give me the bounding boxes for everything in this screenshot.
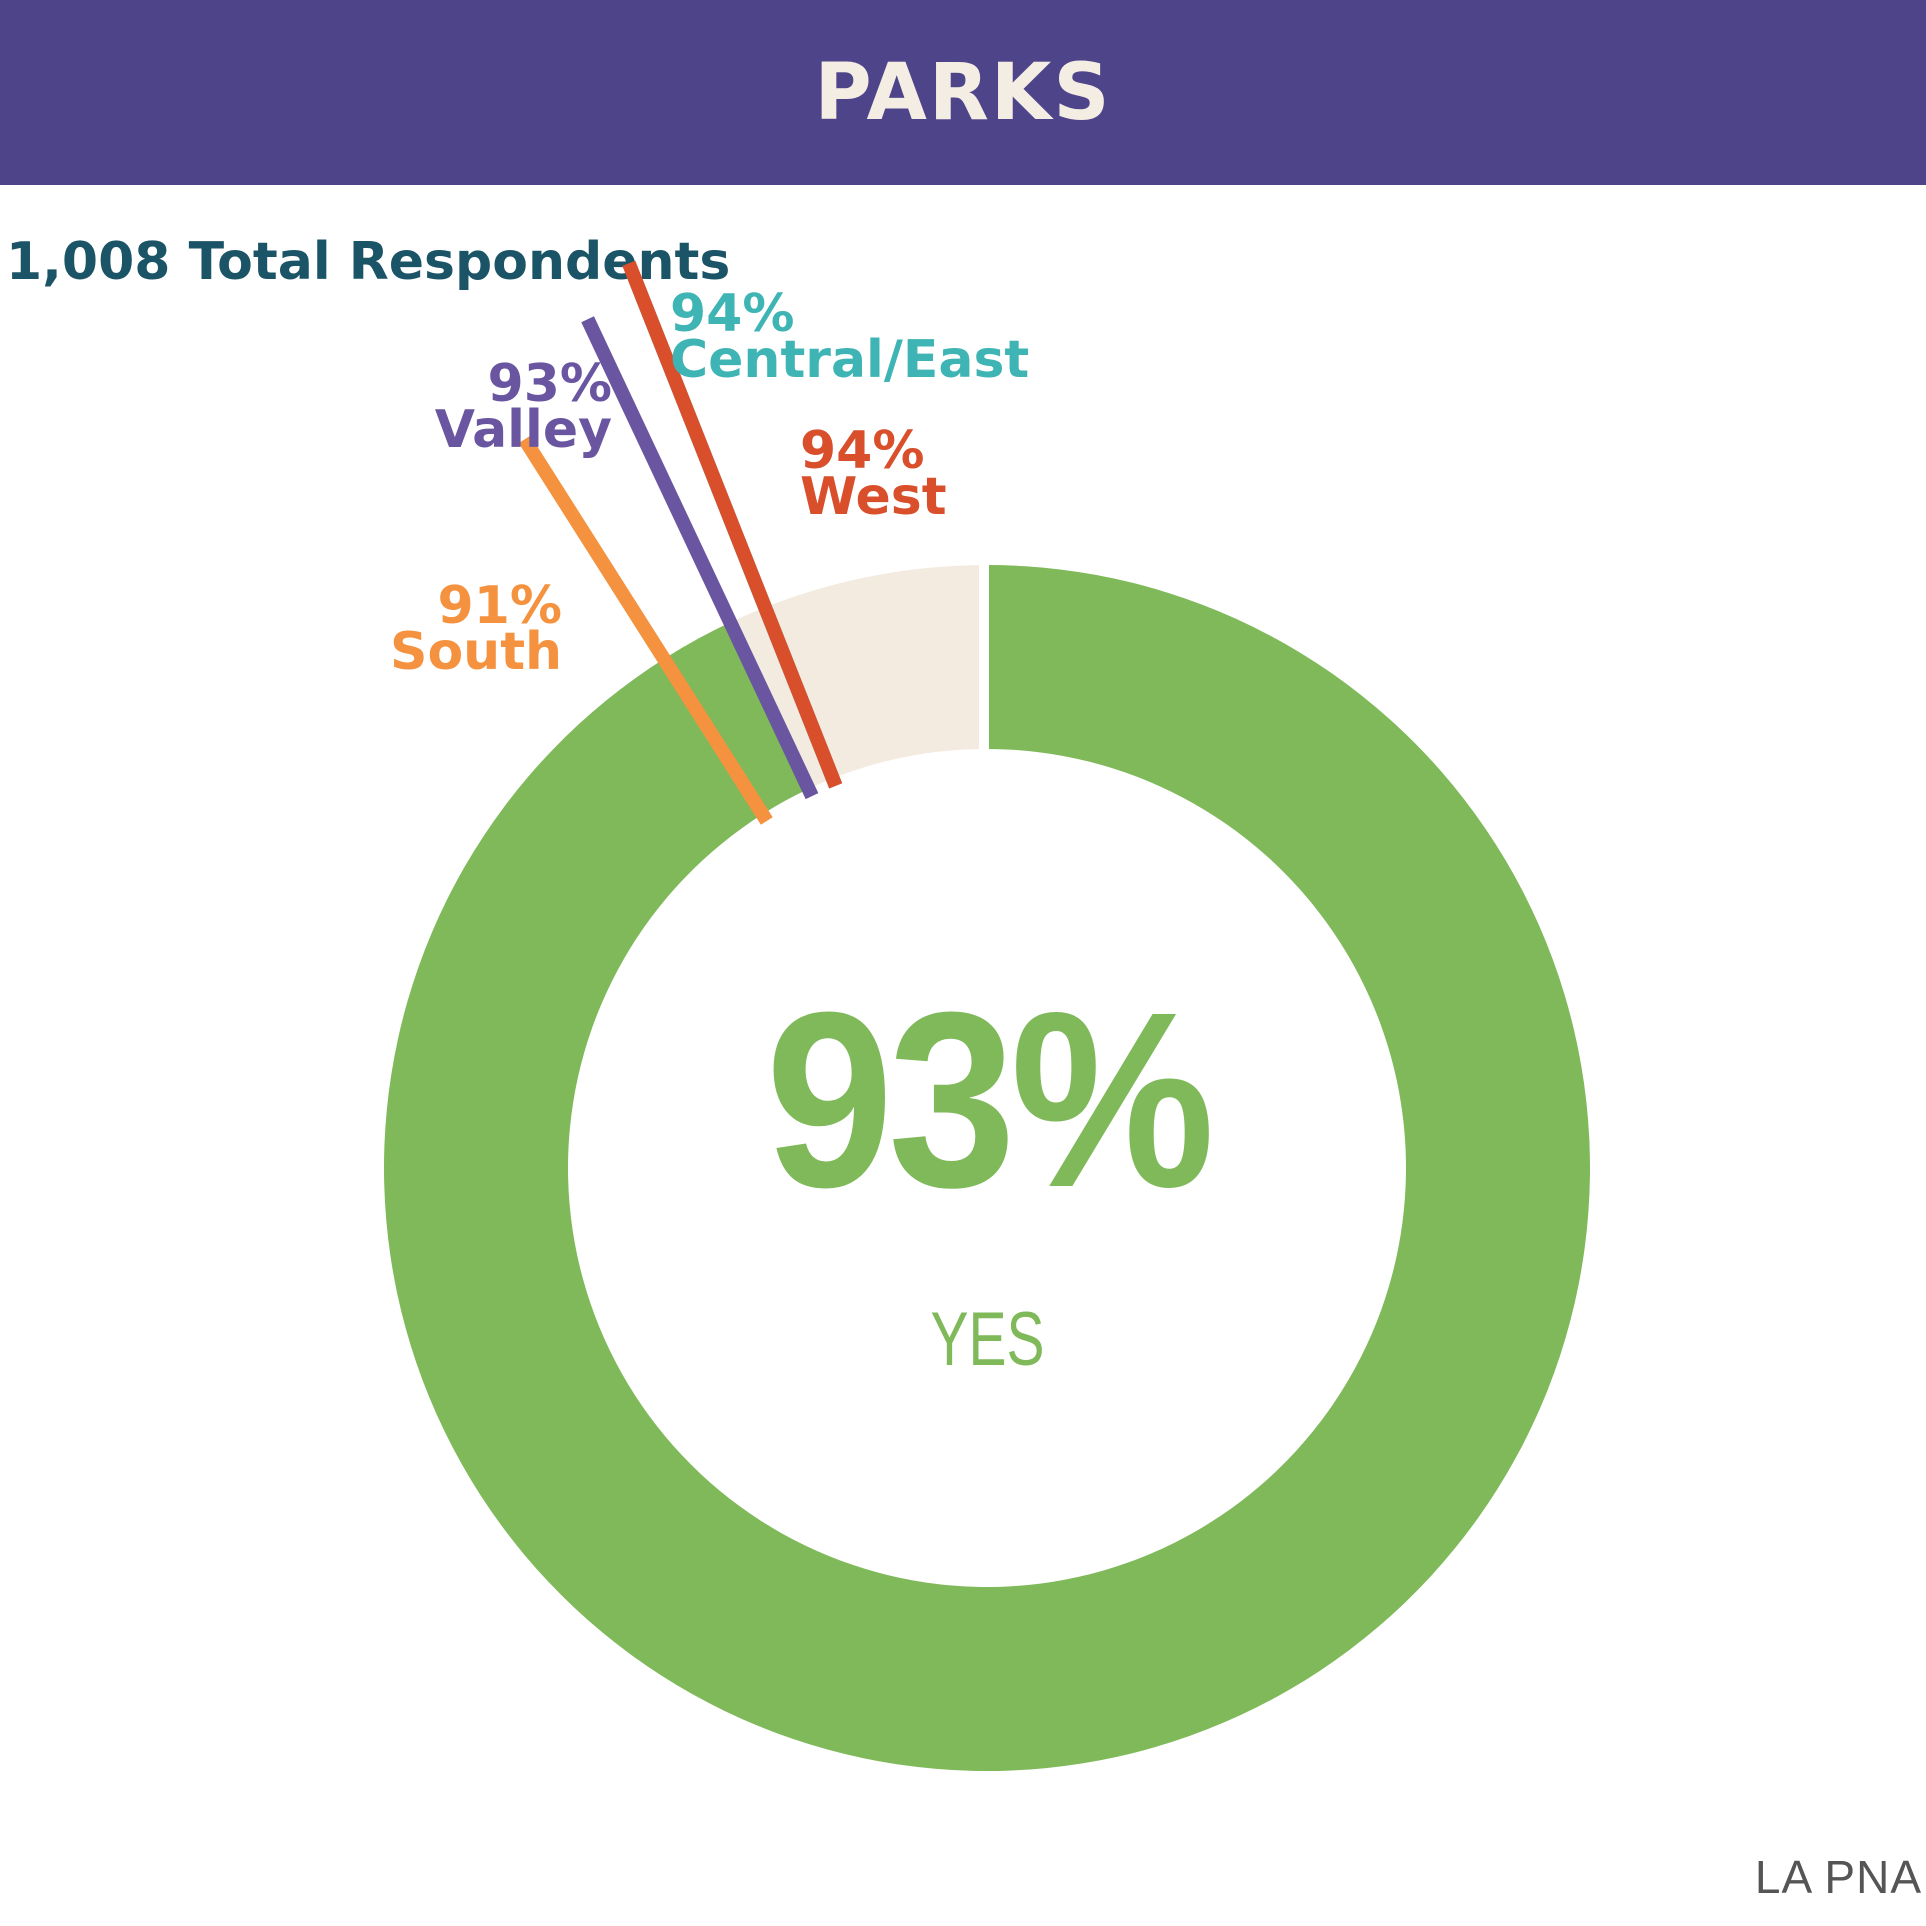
- marker-south: [518, 435, 773, 825]
- title-banner: PARKS: [0, 0, 1926, 185]
- marker-west: [622, 260, 843, 789]
- region-pct-west: 94%: [800, 421, 925, 481]
- respondents-count: 1,008 Total Respondents: [6, 232, 731, 292]
- donut-slice-yes: [383, 565, 1591, 1771]
- region-label-central-east: 94% Central/East: [670, 288, 1029, 386]
- region-name-south: South: [390, 622, 563, 682]
- region-pct-south: 91%: [437, 576, 562, 636]
- region-label-valley: 93% Valley: [432, 358, 612, 456]
- chart-title: PARKS: [814, 47, 1112, 138]
- center-value: 93%: [765, 960, 1215, 1239]
- donut-slices: [383, 561, 1591, 1771]
- region-pct-central-east: 94%: [670, 284, 795, 344]
- region-label-south: 91% South: [390, 580, 562, 678]
- donut-slice-other: [730, 565, 987, 789]
- region-name-west: West: [800, 467, 947, 527]
- center-label: YES: [930, 1297, 1045, 1382]
- region-label-west: 94% West: [800, 425, 947, 523]
- region-name-central-east: Central/East: [670, 330, 1030, 390]
- source-credit: LA PNA: [1754, 1851, 1922, 1903]
- regional-markers: [518, 260, 843, 825]
- marker-valley: [581, 316, 819, 800]
- region-pct-valley: 93%: [487, 354, 612, 414]
- region-name-valley: Valley: [434, 400, 612, 460]
